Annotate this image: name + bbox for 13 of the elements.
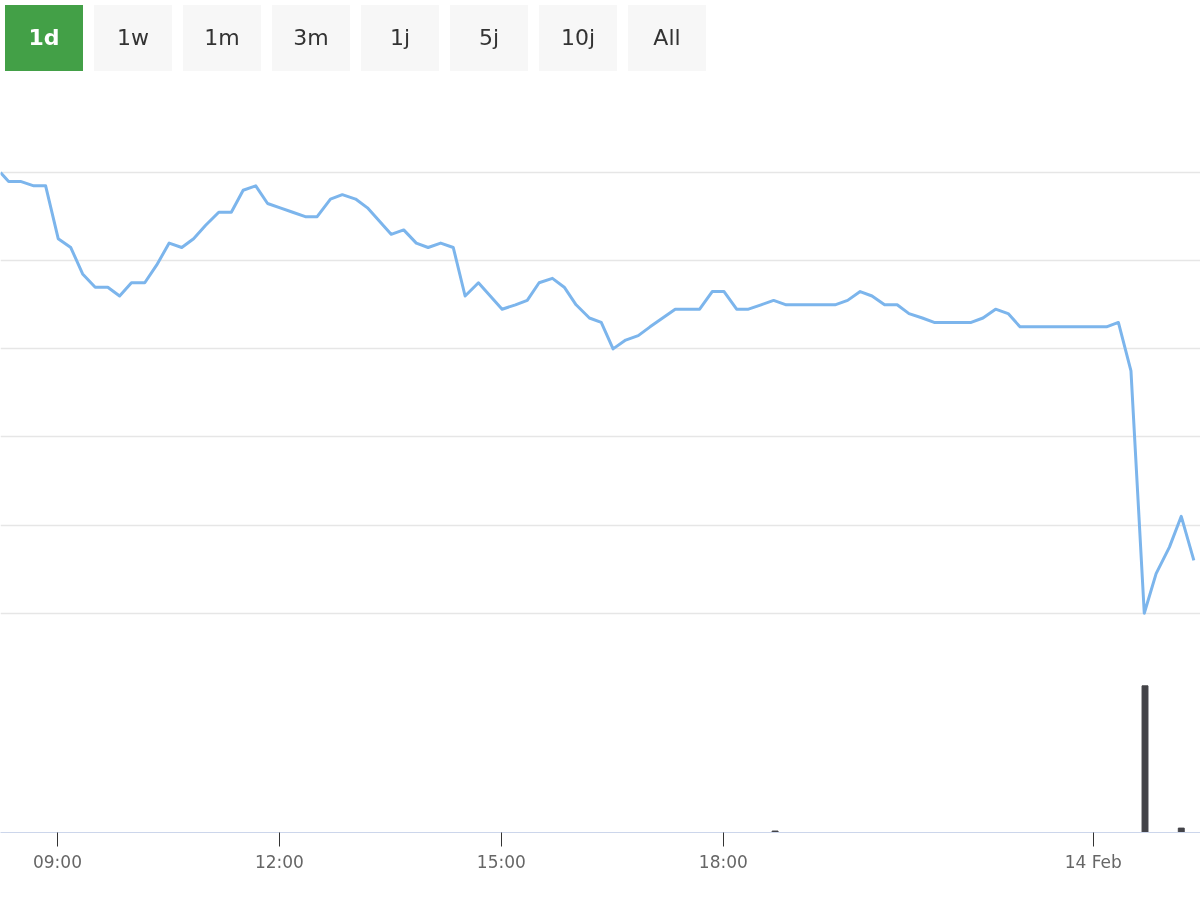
text: 3m <box>293 24 329 53</box>
text: 1d <box>28 24 60 53</box>
text: 10j <box>560 24 596 53</box>
x-tick-label: 18:00 <box>698 851 748 872</box>
x-tick-label: 12:00 <box>254 851 304 872</box>
text: 1m <box>204 24 240 53</box>
text: 1j <box>389 24 411 53</box>
x-tick-label: 14 Feb <box>1064 851 1122 872</box>
x-tick-label: 09:00 <box>32 851 82 872</box>
text: 1w <box>117 24 149 53</box>
text: 5j <box>478 24 500 53</box>
text: All <box>653 24 681 53</box>
x-tick-label: 15:00 <box>476 851 526 872</box>
